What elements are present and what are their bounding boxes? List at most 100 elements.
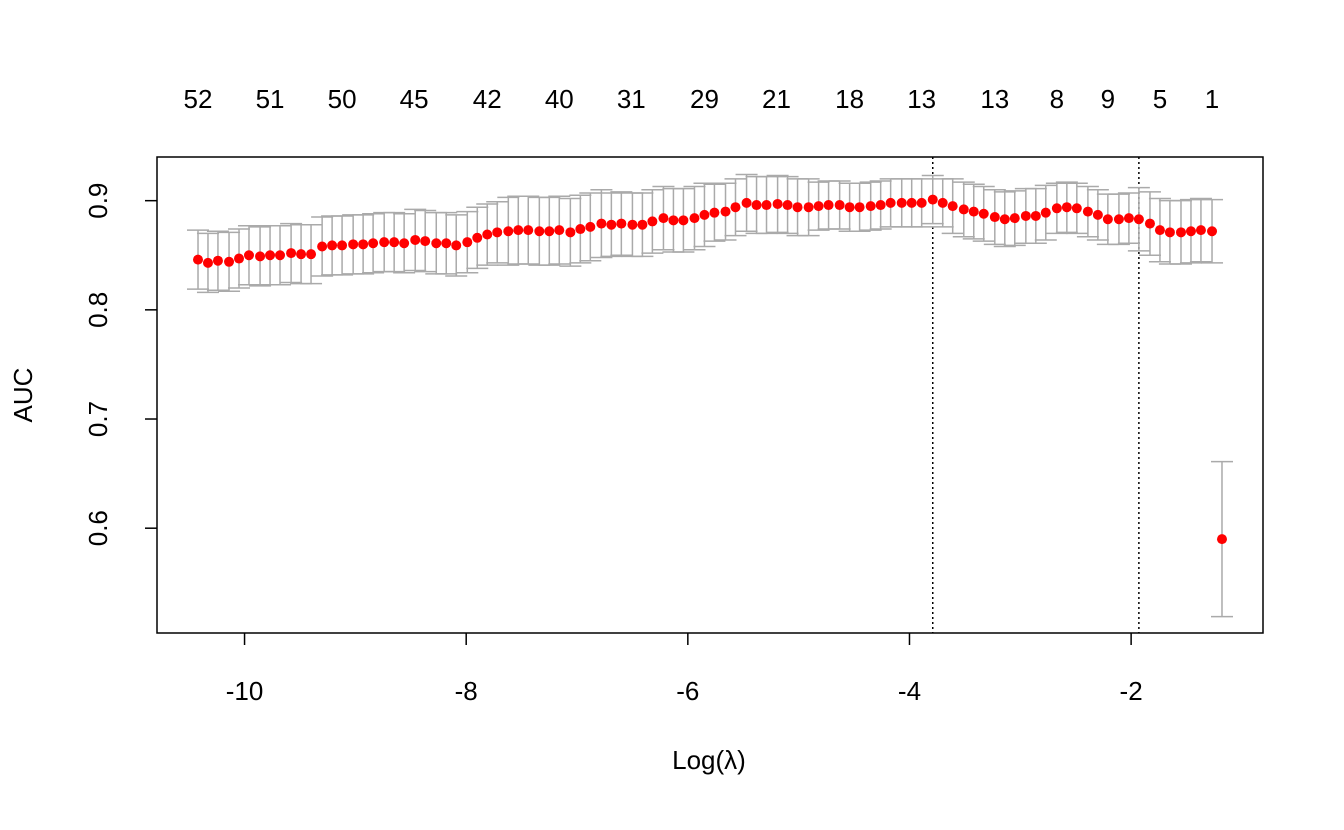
point	[513, 225, 524, 236]
point	[1154, 225, 1165, 236]
top-tick-label: 52	[184, 84, 213, 114]
point	[585, 221, 596, 232]
top-tick-label: 21	[762, 84, 791, 114]
point	[989, 212, 1000, 223]
point	[896, 197, 907, 208]
point	[885, 197, 896, 208]
x-tick-label: -4	[898, 676, 921, 706]
point	[544, 226, 555, 237]
x-tick-label: -6	[676, 676, 699, 706]
top-tick-label: 18	[835, 84, 864, 114]
point	[1040, 207, 1051, 218]
point	[865, 201, 876, 212]
top-tick-label: 45	[400, 84, 429, 114]
point	[1020, 210, 1031, 221]
point	[637, 219, 648, 230]
y-tick-label: 0.9	[83, 183, 113, 219]
point	[803, 202, 814, 213]
point	[978, 208, 989, 219]
point	[503, 226, 514, 237]
point	[379, 237, 390, 248]
point	[1216, 534, 1227, 545]
y-tick-label: 0.6	[83, 510, 113, 546]
point	[999, 214, 1010, 225]
point	[255, 251, 266, 262]
point	[616, 218, 627, 229]
point	[1207, 226, 1218, 237]
x-tick-label: -8	[455, 676, 478, 706]
point	[647, 216, 658, 227]
point	[1092, 209, 1103, 220]
point	[1133, 214, 1144, 225]
top-tick-label: 9	[1101, 84, 1115, 114]
point	[1009, 213, 1020, 224]
point	[317, 241, 328, 252]
point	[1195, 225, 1206, 236]
top-tick-label: 5	[1153, 84, 1167, 114]
point	[523, 225, 534, 236]
point	[534, 226, 545, 237]
point	[1144, 218, 1155, 229]
point	[265, 250, 276, 261]
point	[844, 202, 855, 213]
point	[627, 219, 638, 230]
point	[813, 201, 824, 212]
point	[709, 207, 720, 218]
point	[348, 239, 359, 250]
top-tick-label: 13	[907, 84, 936, 114]
point	[678, 215, 689, 226]
point	[554, 225, 565, 236]
point	[1030, 210, 1041, 221]
top-tick-label: 8	[1050, 84, 1064, 114]
point	[782, 200, 793, 211]
point	[358, 239, 369, 250]
point	[441, 238, 452, 249]
point	[668, 215, 679, 226]
y-axis-label: AUC	[8, 368, 38, 423]
point	[482, 229, 493, 240]
point	[751, 200, 762, 211]
point	[368, 238, 379, 249]
point	[492, 227, 503, 238]
top-tick-label: 1	[1205, 84, 1219, 114]
x-axis-label: Log(λ)	[672, 745, 746, 775]
point	[927, 194, 938, 205]
point	[575, 224, 586, 235]
point	[875, 200, 886, 211]
point	[968, 206, 979, 217]
point	[596, 218, 607, 229]
point	[958, 204, 969, 215]
point	[420, 236, 431, 247]
point	[606, 219, 617, 230]
plot-frame	[156, 156, 1264, 634]
point	[720, 206, 731, 217]
point	[472, 232, 483, 243]
point	[741, 197, 752, 208]
top-tick-label: 13	[980, 84, 1009, 114]
point	[306, 249, 317, 260]
point	[658, 213, 669, 224]
top-tick-label: 31	[617, 84, 646, 114]
y-tick-label: 0.8	[83, 292, 113, 328]
point	[1061, 202, 1072, 213]
point	[854, 202, 865, 213]
point	[730, 202, 741, 213]
point	[1071, 203, 1082, 214]
point	[1123, 213, 1134, 224]
point	[389, 237, 400, 248]
top-tick-label: 42	[473, 84, 502, 114]
point	[399, 238, 410, 249]
point	[327, 240, 338, 251]
point	[431, 238, 442, 249]
point	[234, 253, 245, 264]
point	[193, 254, 204, 265]
x-tick-label: -10	[226, 676, 264, 706]
point	[1185, 226, 1196, 237]
point	[823, 200, 834, 211]
point	[1113, 214, 1124, 225]
point	[689, 213, 700, 224]
point	[202, 257, 213, 268]
point	[410, 234, 421, 245]
